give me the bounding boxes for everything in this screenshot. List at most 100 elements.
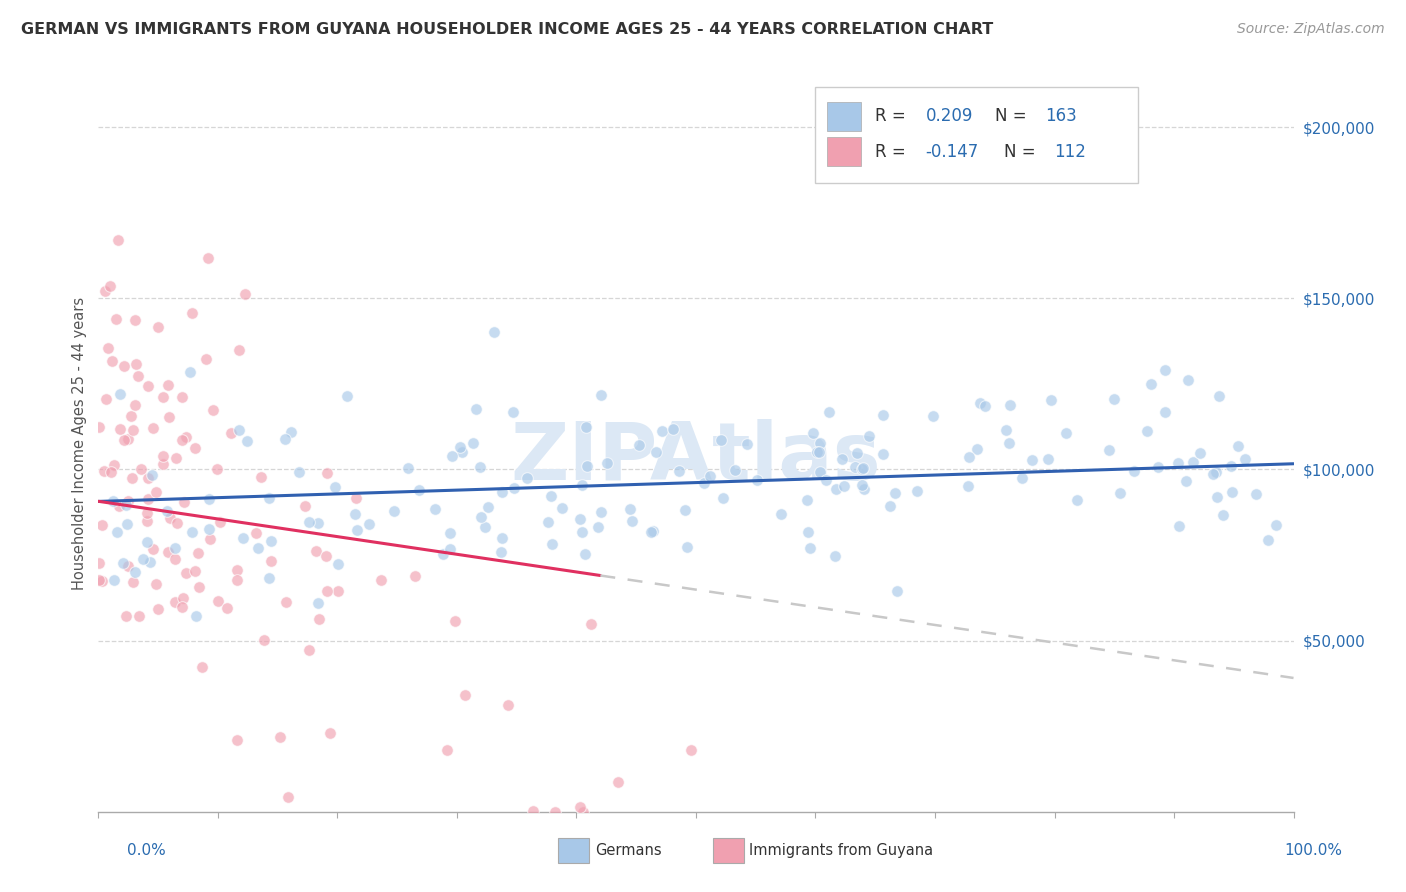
Point <box>138 555 160 569</box>
Point <box>681 743 703 757</box>
Point <box>1177 373 1199 387</box>
Point <box>187 546 209 560</box>
Point <box>465 402 488 417</box>
Point <box>1175 474 1198 488</box>
Point <box>496 698 519 712</box>
Point <box>973 400 995 414</box>
Point <box>1244 487 1267 501</box>
Point <box>832 479 855 493</box>
Point <box>101 353 124 368</box>
Point <box>571 524 593 539</box>
Point <box>502 405 524 419</box>
Point <box>159 410 181 425</box>
Point <box>326 584 349 599</box>
Point <box>541 537 564 551</box>
Point <box>159 511 181 525</box>
Point <box>537 515 560 529</box>
Point <box>621 514 644 528</box>
Point <box>884 486 907 500</box>
Point <box>357 516 380 531</box>
Point <box>142 541 165 556</box>
Text: N =: N = <box>995 107 1032 125</box>
Point <box>651 424 673 438</box>
Point <box>1233 452 1256 467</box>
Point <box>98 278 121 293</box>
Point <box>125 357 148 371</box>
Point <box>319 726 342 740</box>
Point <box>710 433 733 447</box>
Point <box>818 404 841 418</box>
Text: 112: 112 <box>1054 143 1087 161</box>
Point <box>141 468 163 483</box>
Text: R =: R = <box>876 107 911 125</box>
Point <box>235 434 257 448</box>
Point <box>1038 452 1060 467</box>
Point <box>179 365 201 379</box>
Point <box>1168 518 1191 533</box>
Point <box>470 510 492 524</box>
Point <box>148 319 170 334</box>
Text: 0.0%: 0.0% <box>127 843 166 858</box>
Point <box>503 481 526 495</box>
Point <box>152 390 174 404</box>
Point <box>1122 464 1144 478</box>
Point <box>200 532 222 546</box>
Point <box>280 425 302 440</box>
Point <box>245 526 267 541</box>
Point <box>247 541 270 555</box>
Point <box>107 233 129 247</box>
Point <box>370 573 392 587</box>
Text: -0.147: -0.147 <box>925 143 979 161</box>
Point <box>257 491 280 505</box>
Point <box>1189 446 1212 460</box>
Point <box>522 804 544 818</box>
Point <box>824 549 846 563</box>
Point <box>135 534 157 549</box>
Point <box>596 457 619 471</box>
Point <box>184 564 207 578</box>
Point <box>1257 533 1279 547</box>
Point <box>872 409 894 423</box>
Point <box>408 483 430 498</box>
Point <box>396 460 419 475</box>
Point <box>274 432 297 446</box>
Point <box>117 517 139 532</box>
Point <box>124 398 146 412</box>
Point <box>853 482 876 496</box>
Point <box>260 533 283 548</box>
Point <box>217 601 239 615</box>
Point <box>172 591 194 606</box>
Point <box>115 499 138 513</box>
Point <box>187 580 209 594</box>
Point <box>814 473 837 487</box>
Point <box>571 478 593 492</box>
Point <box>172 390 194 404</box>
Point <box>463 436 485 450</box>
Point <box>404 569 426 583</box>
Point <box>163 551 186 566</box>
Point <box>136 491 159 506</box>
Point <box>858 429 880 443</box>
Point <box>346 524 368 538</box>
Point <box>104 312 127 326</box>
Point <box>845 445 868 459</box>
Point <box>136 471 159 485</box>
Point <box>111 556 134 570</box>
Point <box>232 532 254 546</box>
Point <box>543 805 565 819</box>
Point <box>957 479 980 493</box>
Point <box>994 423 1017 437</box>
Point <box>644 445 666 459</box>
Point <box>274 595 297 609</box>
Point <box>100 465 122 479</box>
Point <box>769 507 792 521</box>
Point <box>872 447 894 461</box>
Point <box>117 493 139 508</box>
Point <box>316 466 339 480</box>
Point <box>207 594 229 608</box>
Point <box>440 450 463 464</box>
Point <box>165 451 187 466</box>
Point <box>287 465 309 479</box>
Point <box>136 515 159 529</box>
Point <box>1054 425 1077 440</box>
